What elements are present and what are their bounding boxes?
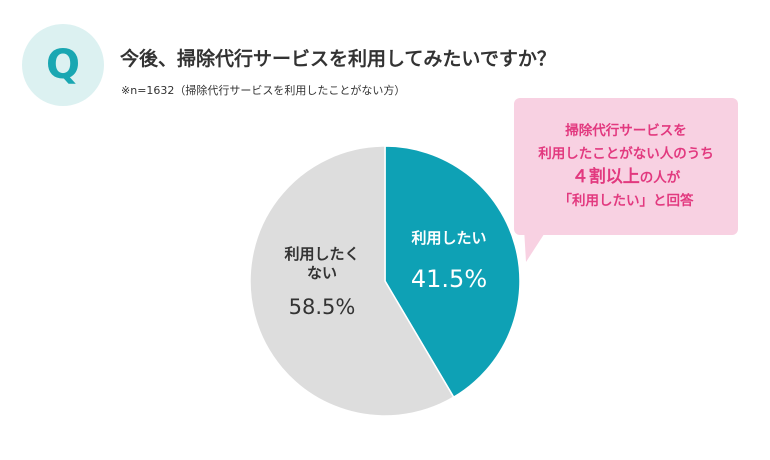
- sample-note: ※n=1632（掃除代行サービスを利用したことがない方）: [121, 84, 406, 97]
- question-badge: Q: [22, 24, 104, 106]
- callout-line-3: ４割以上の人が: [572, 166, 681, 190]
- callout-line-1: 掃除代行サービスを: [565, 123, 687, 139]
- callout-box: 掃除代行サービスを 利用したことがない人のうち ４割以上の人が 「利用したい」と…: [514, 98, 738, 235]
- pie-label-1: 利用したくない: [284, 245, 359, 282]
- pie-value-label-0: 41.5%: [411, 265, 487, 293]
- callout-line-2: 利用したことがない人のうち: [538, 146, 714, 162]
- callout-emphasis: ４割以上: [571, 167, 640, 187]
- pie-slice-0: [384, 145, 521, 399]
- pie-label-0: 利用したい: [411, 229, 486, 247]
- question-badge-letter: Q: [45, 42, 80, 88]
- pie-slice-1: [249, 145, 455, 417]
- callout-line-4: 「利用したい」と回答: [558, 193, 694, 209]
- question-title: 今後、掃除代行サービスを利用してみたいですか？: [120, 48, 556, 70]
- callout-line-3-rest: の人が: [639, 170, 681, 186]
- pie-value-label-1: 58.5%: [289, 295, 356, 319]
